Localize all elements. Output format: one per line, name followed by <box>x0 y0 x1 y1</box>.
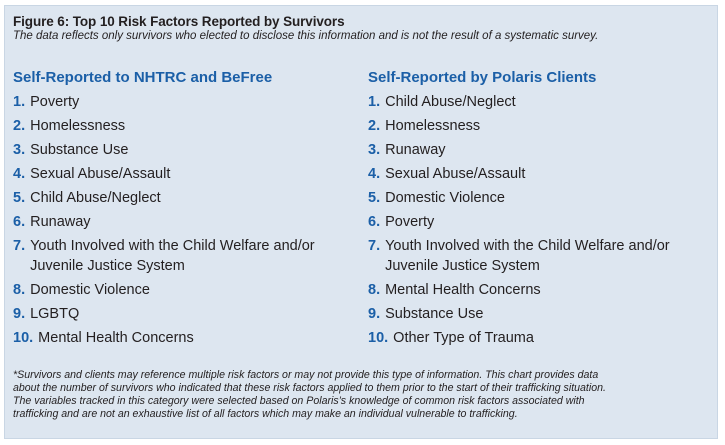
risk-factor-label-line: LGBTQ <box>30 306 80 322</box>
risk-factor-item: 7. Youth Involved with the Child Welfare … <box>368 236 718 276</box>
risk-factor-label-line: Juvenile Justice System <box>385 258 540 274</box>
figure-subtitle: The data reflects only survivors who ele… <box>13 30 599 42</box>
risk-factor-label: Mental Health Concerns <box>385 280 541 300</box>
risk-factor-label-line: Mental Health Concerns <box>385 282 541 298</box>
risk-factor-label: Domestic Violence <box>385 188 505 208</box>
risk-factor-label-line: Sexual Abuse/Assault <box>385 166 526 182</box>
risk-factor-label: Other Type of Trauma <box>393 328 534 348</box>
risk-factor-rank: 9. <box>13 306 26 322</box>
risk-factor-rank: 5. <box>13 190 26 206</box>
risk-factor-label-line: Domestic Violence <box>385 190 505 206</box>
risk-factor-rank: 6. <box>13 214 26 230</box>
risk-factor-label: Mental Health Concerns <box>38 328 194 348</box>
risk-factor-label: Domestic Violence <box>30 280 150 300</box>
risk-factor-label-line: Substance Use <box>385 306 484 322</box>
risk-factor-label-line: Juvenile Justice System <box>30 258 185 274</box>
risk-factor-rank: 7. <box>368 238 381 254</box>
risk-factor-item: 2. Homelessness <box>13 116 363 136</box>
risk-factor-label-line: Youth Involved with the Child Welfare an… <box>385 238 670 254</box>
risk-factor-label-line: Sexual Abuse/Assault <box>30 166 171 182</box>
risk-factor-rank: 6. <box>368 214 381 230</box>
risk-factor-label-line: Other Type of Trauma <box>393 330 534 346</box>
risk-factor-rank: 2. <box>368 118 381 134</box>
risk-factor-rank: 4. <box>368 166 381 182</box>
risk-factor-label-line: Homelessness <box>30 118 126 134</box>
footnote-line: about the number of survivors who indica… <box>13 382 606 394</box>
risk-factor-item: 4. Sexual Abuse/Assault <box>13 164 363 184</box>
risk-factor-label: Substance Use <box>30 140 128 160</box>
right-risk-factor-list: 1. Child Abuse/Neglect 2. Homelessness 3. Run… <box>368 92 718 348</box>
footnote-line: *Survivors and clients may reference mul… <box>13 369 599 381</box>
risk-factor-rank: 1. <box>368 94 381 110</box>
risk-factor-item: 8. Mental Health Concerns <box>368 280 718 300</box>
risk-factor-rank: 3. <box>368 142 381 158</box>
risk-factor-label: Sexual Abuse/Assault <box>385 164 525 184</box>
risk-factor-label-line: Poverty <box>385 214 435 230</box>
risk-factor-label: LGBTQ <box>30 304 79 324</box>
footnote: *Survivors and clients may reference mul… <box>13 369 713 421</box>
risk-factor-rank: 2. <box>13 118 26 134</box>
left-column: Self-Reported to NHTRC and BeFree 1. Pove… <box>13 68 363 352</box>
footnote-line: The variables tracked in this category w… <box>13 395 585 407</box>
risk-factor-label: Homelessness <box>385 116 480 136</box>
risk-factor-label: Child Abuse/Neglect <box>385 92 516 112</box>
risk-factor-rank: 10. <box>13 330 34 346</box>
risk-factor-label: Poverty <box>30 92 79 112</box>
risk-factor-rank: 5. <box>368 190 381 206</box>
figure-panel: Figure 6: Top 10 Risk Factors Reported b… <box>4 5 718 439</box>
risk-factor-label: Substance Use <box>385 304 483 324</box>
left-column-heading: Self-Reported to NHTRC and BeFree <box>13 69 273 86</box>
risk-factor-rank: 8. <box>13 282 26 298</box>
figure-title: Figure 6: Top 10 Risk Factors Reported b… <box>13 14 345 29</box>
risk-factor-label-line: Runaway <box>385 142 446 158</box>
left-risk-factor-list: 1. Poverty 2. Homelessness 3. Substance Use 4.… <box>13 92 363 348</box>
risk-factor-item: 9. LGBTQ <box>13 304 363 324</box>
right-column-heading: Self-Reported by Polaris Clients <box>368 69 597 86</box>
footnote-line: trafficking and are not an exhaustive li… <box>13 408 518 420</box>
risk-factor-label-line: Substance Use <box>30 142 129 158</box>
risk-factor-rank: 7. <box>13 238 26 254</box>
risk-factor-label: Child Abuse/Neglect <box>30 188 161 208</box>
risk-factor-label: Runaway <box>30 212 90 232</box>
risk-factor-item: 5. Child Abuse/Neglect <box>13 188 363 208</box>
risk-factor-item: 7. Youth Involved with the Child Welfare … <box>13 236 363 276</box>
risk-factor-item: 9. Substance Use <box>368 304 718 324</box>
risk-factor-item: 1. Child Abuse/Neglect <box>368 92 718 112</box>
risk-factor-label-line: Child Abuse/Neglect <box>385 94 516 110</box>
risk-factor-label-line: Mental Health Concerns <box>38 330 194 346</box>
risk-factor-item: 5. Domestic Violence <box>368 188 718 208</box>
risk-factor-label: Sexual Abuse/Assault <box>30 164 170 184</box>
risk-factor-rank: 8. <box>368 282 381 298</box>
risk-factor-rank: 1. <box>13 94 26 110</box>
risk-factor-rank: 9. <box>368 306 381 322</box>
right-column: Self-Reported by Polaris Clients 1. Child… <box>368 68 718 352</box>
risk-factor-label-line: Child Abuse/Neglect <box>30 190 161 206</box>
risk-factor-label-line: Poverty <box>30 94 80 110</box>
risk-factor-item: 3. Runaway <box>368 140 718 160</box>
risk-factor-item: 10. Mental Health Concerns <box>13 328 363 348</box>
risk-factor-rank: 4. <box>13 166 26 182</box>
risk-factor-label: Poverty <box>385 212 434 232</box>
risk-factor-label: Runaway <box>385 140 445 160</box>
risk-factor-item: 8. Domestic Violence <box>13 280 363 300</box>
risk-factor-label-line: Homelessness <box>385 118 481 134</box>
risk-factor-label: Youth Involved with the Child Welfare an… <box>385 236 670 276</box>
risk-factor-item: 1. Poverty <box>13 92 363 112</box>
risk-factor-rank: 3. <box>13 142 26 158</box>
risk-factor-item: 2. Homelessness <box>368 116 718 136</box>
risk-factor-item: 6. Poverty <box>368 212 718 232</box>
risk-factor-item: 4. Sexual Abuse/Assault <box>368 164 718 184</box>
risk-factor-item: 10. Other Type of Trauma <box>368 328 718 348</box>
risk-factor-item: 6. Runaway <box>13 212 363 232</box>
risk-factor-label-line: Youth Involved with the Child Welfare an… <box>30 238 315 254</box>
risk-factor-item: 3. Substance Use <box>13 140 363 160</box>
risk-factor-label: Homelessness <box>30 116 125 136</box>
risk-factor-label-line: Runaway <box>30 214 91 230</box>
risk-factor-label-line: Domestic Violence <box>30 282 150 298</box>
risk-factor-rank: 10. <box>368 330 389 346</box>
risk-factor-label: Youth Involved with the Child Welfare an… <box>30 236 315 276</box>
